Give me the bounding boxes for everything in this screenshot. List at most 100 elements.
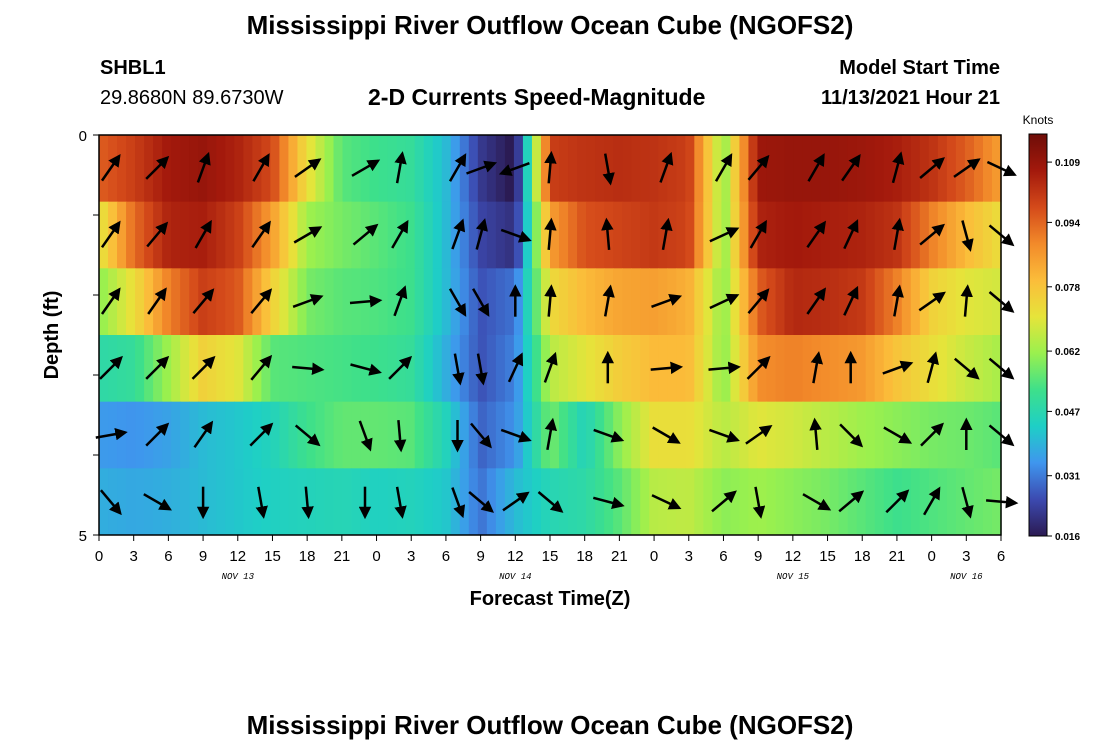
heat-cell <box>901 401 912 469</box>
heat-cell <box>135 135 145 203</box>
current-vector-arrow <box>292 362 325 375</box>
heat-cell <box>351 135 362 203</box>
heat-cell <box>459 135 470 203</box>
heat-cell <box>108 201 118 269</box>
heat-cell <box>820 201 831 269</box>
current-vector-arrow <box>891 151 905 184</box>
heat-cell <box>252 335 262 403</box>
heat-cell <box>694 268 704 336</box>
heat-cell <box>414 268 425 336</box>
heat-cell <box>622 135 632 203</box>
heat-cell <box>207 468 217 536</box>
current-vector-arrow <box>252 153 270 182</box>
current-vector-arrow <box>145 155 170 180</box>
heat-cell <box>369 401 380 469</box>
heat-cell <box>640 135 650 203</box>
heat-cell <box>162 468 172 536</box>
heat-cell <box>387 335 398 403</box>
heat-cell <box>126 201 136 269</box>
heat-cell <box>919 401 930 469</box>
heat-cell <box>649 401 659 469</box>
heat-cell <box>261 335 271 403</box>
heat-cell <box>820 268 831 336</box>
heat-cell <box>685 335 695 403</box>
heat-cell <box>631 401 641 469</box>
heat-cell <box>757 135 768 203</box>
heat-cell <box>333 268 344 336</box>
heat-cell <box>973 135 984 203</box>
footer-title: Mississippi River Outflow Ocean Cube (NG… <box>246 710 854 740</box>
x-tick-label: 0 <box>650 548 658 565</box>
x-tick-label: 9 <box>476 548 484 565</box>
heat-cell <box>937 468 948 536</box>
x-tick-label: 0 <box>372 548 380 565</box>
current-vector-arrow <box>502 491 530 512</box>
heat-cell <box>468 468 479 536</box>
heat-cell <box>522 468 533 536</box>
heat-cell <box>351 468 362 536</box>
heat-cell <box>468 201 479 269</box>
heat-cell <box>495 268 506 336</box>
x-tick-label: 18 <box>854 548 871 565</box>
heat-cell <box>270 335 280 403</box>
heat-cell <box>99 268 109 336</box>
heat-cell <box>261 268 271 336</box>
chart-subtitle: 2-D Currents Speed-Magnitude <box>368 84 706 110</box>
heat-cell <box>270 135 280 203</box>
current-speed-chart: 0 3 6 9 12 15 18 21 0 3 6 9 12 15 18 21 0 3 6 9 12 15 18 21 0 3 6 0… <box>41 113 1080 610</box>
heat-cell <box>531 268 542 336</box>
current-vector-arrow <box>472 288 490 317</box>
heat-cell <box>117 201 127 269</box>
heat-cell <box>712 135 722 203</box>
heat-cell <box>928 335 939 403</box>
current-vector-arrow <box>95 427 128 441</box>
heat-cell <box>486 335 497 403</box>
heat-cell <box>676 335 686 403</box>
heat-cell <box>135 268 145 336</box>
heat-cell <box>504 268 515 336</box>
heat-cell <box>405 468 416 536</box>
x-tick-label: 15 <box>542 548 559 565</box>
current-vector-arrow <box>650 361 684 375</box>
heat-cell <box>189 135 199 203</box>
heat-cell <box>631 335 641 403</box>
heat-cell <box>766 135 777 203</box>
heat-cell <box>649 135 659 203</box>
heat-cell <box>712 468 722 536</box>
heat-cell <box>973 201 984 269</box>
heat-cell <box>216 468 226 536</box>
heat-cell <box>279 335 290 403</box>
current-vector-arrow <box>749 219 767 249</box>
current-vector-arrow <box>358 420 373 452</box>
heat-cell <box>216 335 226 403</box>
heat-cell <box>838 268 849 336</box>
heat-cell <box>234 201 244 269</box>
heat-cell <box>234 135 244 203</box>
colorbar-gradient <box>1028 133 1048 537</box>
heat-cell <box>243 201 253 269</box>
heat-cell <box>405 401 416 469</box>
heat-cell <box>748 135 759 203</box>
current-vector-arrow <box>543 351 558 383</box>
heat-cell <box>135 401 145 469</box>
current-vector-arrow <box>883 426 913 444</box>
heat-cell <box>820 468 831 536</box>
heat-cell <box>991 135 1002 203</box>
heat-cell <box>405 268 416 336</box>
heat-cell <box>568 468 578 536</box>
heat-cell <box>550 335 560 403</box>
heat-cell <box>180 135 190 203</box>
heat-cell <box>378 468 389 536</box>
heat-cell <box>216 268 226 336</box>
heat-cell <box>640 201 650 269</box>
heat-cell <box>640 335 650 403</box>
heat-cell <box>793 335 804 403</box>
heat-cell <box>387 268 398 336</box>
heat-cell <box>874 401 885 469</box>
current-vector-arrow <box>891 217 904 251</box>
heat-cell <box>450 401 461 469</box>
heat-cell <box>369 335 380 403</box>
heat-cell <box>577 268 587 336</box>
heat-cell <box>856 401 867 469</box>
heat-cell <box>234 468 244 536</box>
